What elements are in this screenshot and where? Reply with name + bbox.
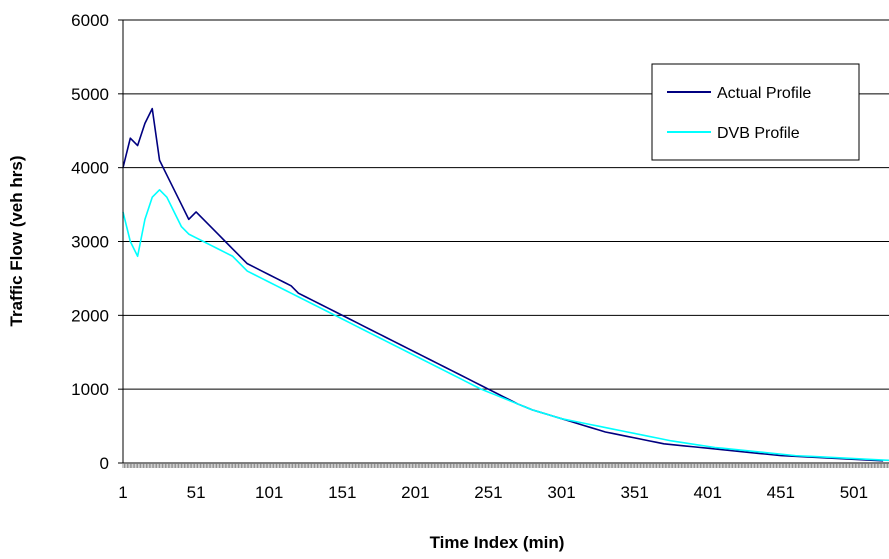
legend-label-dvb: DVB Profile (717, 125, 800, 142)
y-tick-label: 4000 (71, 159, 109, 178)
legend: Actual Profile DVB Profile (651, 63, 860, 161)
legend-box (651, 63, 860, 161)
legend-label-actual: Actual Profile (717, 85, 811, 102)
series-line-actual-profile (122, 107, 884, 462)
x-tick-label: 501 (840, 483, 868, 502)
series-line-dvb-profile (122, 189, 889, 462)
y-axis-title: Traffic Flow (veh hrs) (7, 156, 26, 327)
x-tick-label: 301 (547, 483, 575, 502)
x-tick-label: 1 (118, 483, 127, 502)
x-tick-label: 151 (328, 483, 356, 502)
x-tick-label: 201 (401, 483, 429, 502)
series-layer (122, 107, 889, 462)
x-tick-label: 101 (255, 483, 283, 502)
y-tick-label: 0 (100, 454, 109, 473)
x-tick-label: 251 (474, 483, 502, 502)
y-tick-label: 5000 (71, 85, 109, 104)
y-tick-label: 2000 (71, 306, 109, 325)
y-tick-label: 3000 (71, 233, 109, 252)
gridlines (123, 19, 889, 390)
y-tick-label: 1000 (71, 380, 109, 399)
x-tick-label: 351 (620, 483, 648, 502)
axes (118, 19, 889, 468)
x-tick-marks (122, 463, 889, 468)
y-tick-label: 6000 (71, 11, 109, 30)
x-tick-label: 451 (767, 483, 795, 502)
x-axis-title: Time Index (min) (430, 533, 565, 552)
x-tick-label: 51 (187, 483, 206, 502)
x-tick-label: 401 (694, 483, 722, 502)
